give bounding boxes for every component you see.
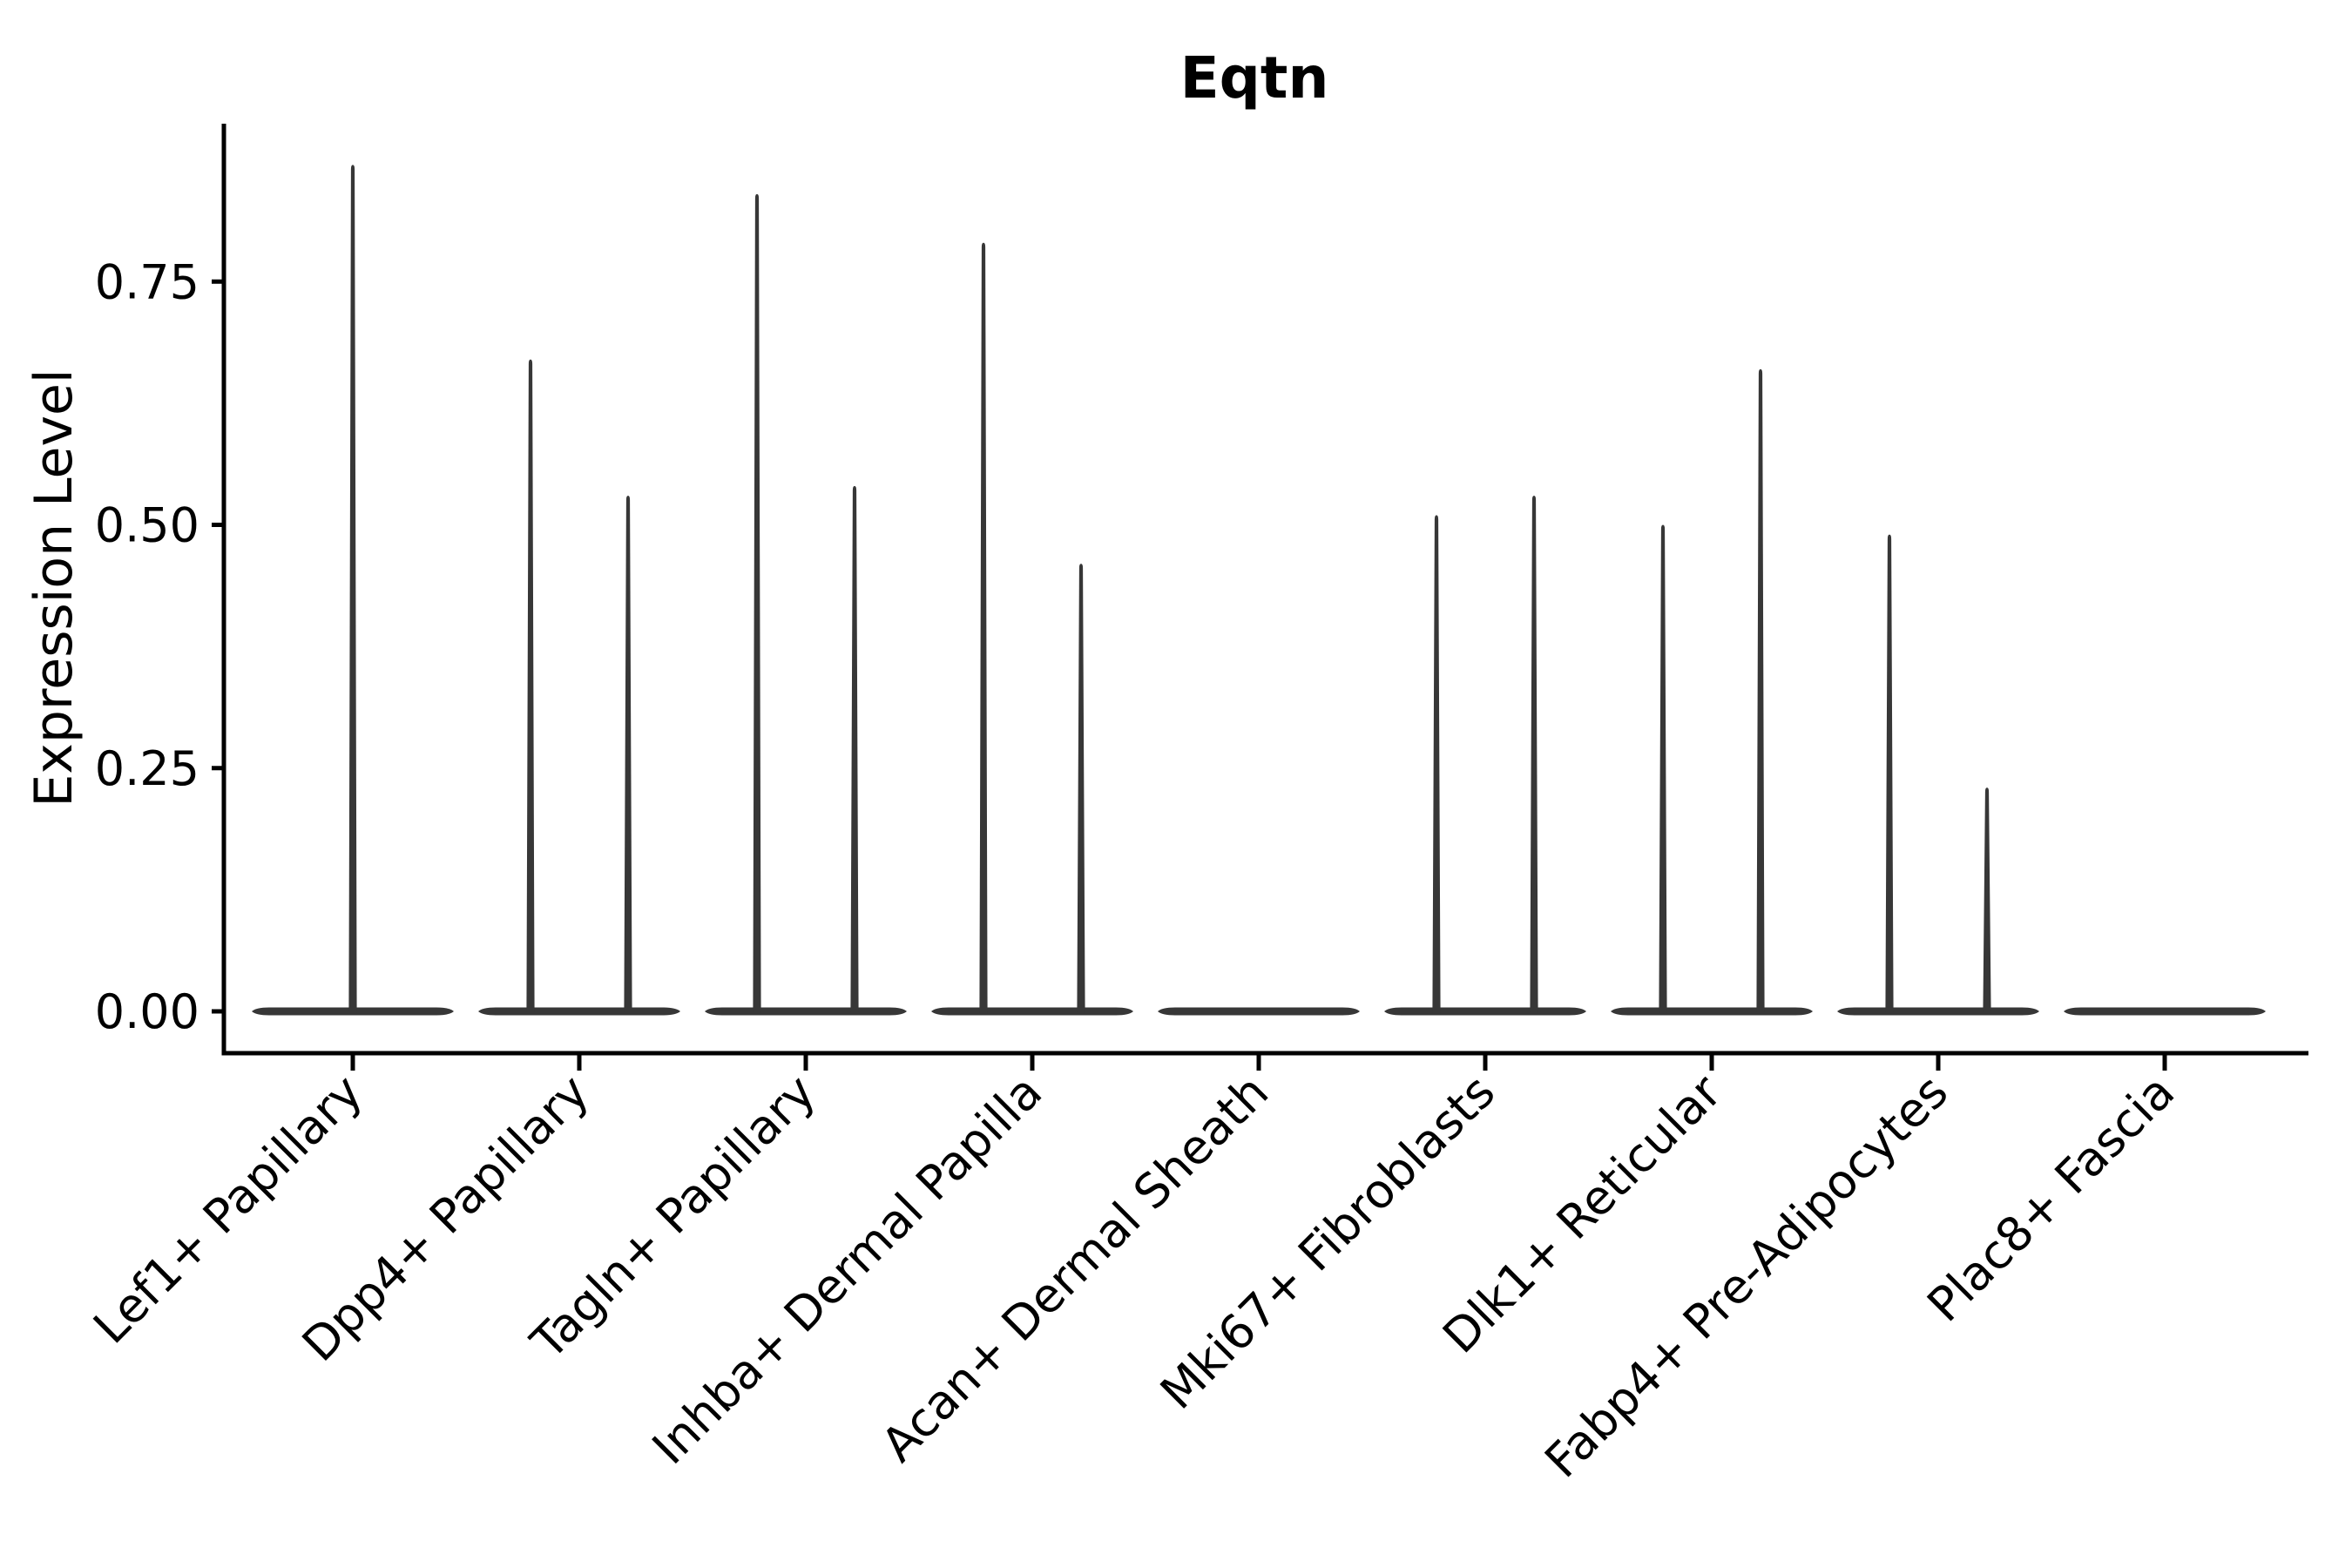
violin-spike [1983, 787, 1991, 1013]
violin-spike [979, 242, 988, 1013]
violin-spike [1756, 368, 1765, 1013]
violin-spike [348, 165, 357, 1013]
violin-spike [1432, 515, 1441, 1013]
violin-base [705, 1007, 907, 1016]
violin-base [2064, 1007, 2266, 1016]
y-tick-label: 0.50 [95, 498, 199, 553]
violin-base [1837, 1007, 2039, 1016]
axes [212, 124, 2308, 1071]
violin-spike [1530, 495, 1538, 1013]
violin-base [478, 1007, 680, 1016]
y-tick-label: 0.25 [95, 741, 199, 796]
violin-spike [624, 495, 632, 1013]
violin-spike [850, 485, 859, 1013]
violin-spike [753, 193, 761, 1014]
violin-spike [1077, 564, 1085, 1013]
violin-layer [252, 165, 2266, 1016]
y-tick-label: 0.00 [95, 984, 199, 1039]
violin-base [1384, 1007, 1586, 1016]
chart-title: Eqtn [1180, 44, 1329, 112]
violin-spike [1885, 534, 1894, 1013]
violin-base [1158, 1007, 1360, 1016]
y-axis-label: Expression Level [24, 368, 84, 807]
violin-spike [526, 359, 535, 1013]
violin-spike [1659, 524, 1667, 1013]
violin-base [931, 1007, 1133, 1016]
violin-base [1611, 1007, 1813, 1016]
y-tick-label: 0.75 [95, 254, 199, 309]
